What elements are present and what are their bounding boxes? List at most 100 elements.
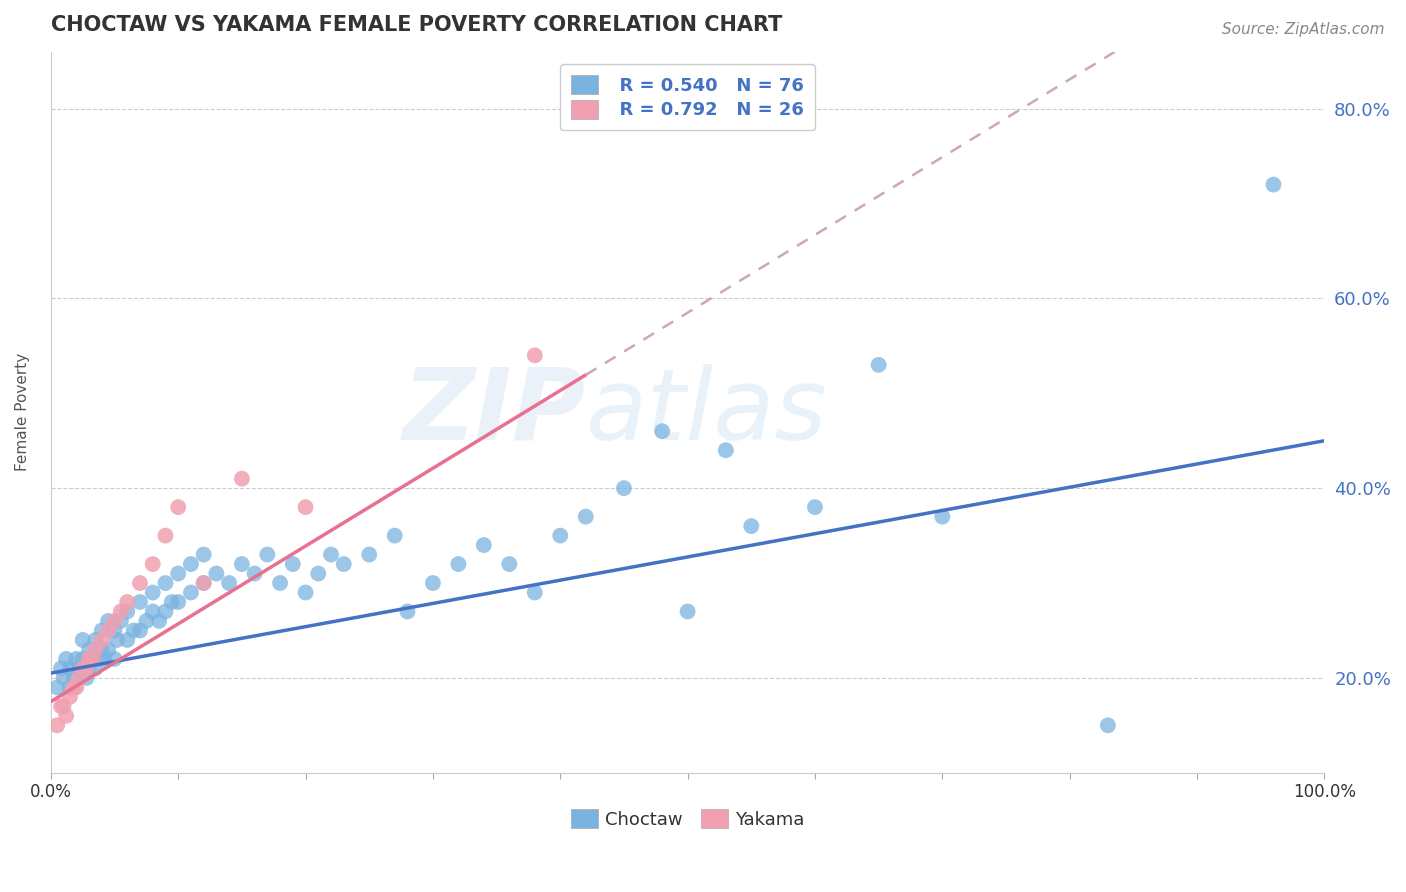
Point	[231, 557, 253, 571]
Point	[155, 528, 177, 542]
Point	[243, 566, 266, 581]
Point	[62, 671, 84, 685]
Point	[59, 681, 82, 695]
Point	[49, 699, 72, 714]
Point	[77, 642, 100, 657]
Point	[142, 585, 165, 599]
Point	[142, 605, 165, 619]
Point	[294, 500, 316, 515]
Point	[676, 605, 699, 619]
Point	[84, 661, 107, 675]
Point	[103, 614, 125, 628]
Point	[218, 576, 240, 591]
Point	[46, 681, 69, 695]
Point	[97, 614, 120, 628]
Point	[804, 500, 827, 515]
Point	[117, 605, 139, 619]
Point	[59, 690, 82, 704]
Point	[129, 595, 152, 609]
Point	[55, 708, 77, 723]
Point	[65, 681, 87, 695]
Point	[307, 566, 329, 581]
Point	[46, 718, 69, 732]
Point	[105, 632, 128, 647]
Point	[384, 528, 406, 542]
Point	[129, 576, 152, 591]
Point	[167, 595, 190, 609]
Point	[180, 585, 202, 599]
Point	[117, 595, 139, 609]
Point	[231, 472, 253, 486]
Point	[498, 557, 520, 571]
Point	[269, 576, 291, 591]
Point	[1263, 178, 1285, 192]
Point	[82, 652, 104, 666]
Point	[103, 624, 125, 638]
Legend: Choctaw, Yakama: Choctaw, Yakama	[564, 802, 811, 836]
Point	[76, 661, 98, 675]
Point	[548, 528, 571, 542]
Point	[62, 681, 84, 695]
Point	[422, 576, 444, 591]
Point	[89, 652, 111, 666]
Point	[472, 538, 495, 552]
Point	[167, 566, 190, 581]
Point	[72, 632, 94, 647]
Text: CHOCTAW VS YAKAMA FEMALE POVERTY CORRELATION CHART: CHOCTAW VS YAKAMA FEMALE POVERTY CORRELA…	[51, 15, 782, 35]
Point	[97, 642, 120, 657]
Text: ZIP: ZIP	[402, 364, 586, 461]
Point	[523, 585, 546, 599]
Y-axis label: Female Poverty: Female Poverty	[15, 353, 30, 471]
Point	[332, 557, 354, 571]
Point	[90, 632, 112, 647]
Point	[523, 348, 546, 362]
Point	[613, 481, 636, 495]
Point	[97, 624, 120, 638]
Point	[67, 661, 90, 675]
Point	[148, 614, 170, 628]
Point	[77, 652, 100, 666]
Point	[67, 671, 90, 685]
Point	[167, 500, 190, 515]
Point	[447, 557, 470, 571]
Point	[72, 661, 94, 675]
Point	[76, 671, 98, 685]
Point	[122, 624, 145, 638]
Point	[294, 585, 316, 599]
Point	[1097, 718, 1119, 732]
Point	[55, 652, 77, 666]
Point	[52, 699, 75, 714]
Point	[193, 576, 215, 591]
Point	[49, 661, 72, 675]
Point	[90, 624, 112, 638]
Point	[740, 519, 762, 533]
Point	[103, 652, 125, 666]
Point	[90, 642, 112, 657]
Point	[59, 661, 82, 675]
Point	[868, 358, 890, 372]
Point	[80, 652, 103, 666]
Point	[359, 548, 381, 562]
Point	[84, 632, 107, 647]
Point	[84, 642, 107, 657]
Point	[93, 652, 115, 666]
Point	[155, 576, 177, 591]
Point	[256, 548, 278, 562]
Text: atlas: atlas	[586, 364, 827, 461]
Point	[117, 632, 139, 647]
Point	[72, 652, 94, 666]
Point	[129, 624, 152, 638]
Point	[651, 424, 673, 438]
Text: Source: ZipAtlas.com: Source: ZipAtlas.com	[1222, 22, 1385, 37]
Point	[931, 509, 953, 524]
Point	[193, 576, 215, 591]
Point	[575, 509, 598, 524]
Point	[319, 548, 342, 562]
Point	[180, 557, 202, 571]
Point	[396, 605, 419, 619]
Point	[155, 605, 177, 619]
Point	[110, 614, 132, 628]
Point	[205, 566, 228, 581]
Point	[714, 443, 737, 458]
Point	[142, 557, 165, 571]
